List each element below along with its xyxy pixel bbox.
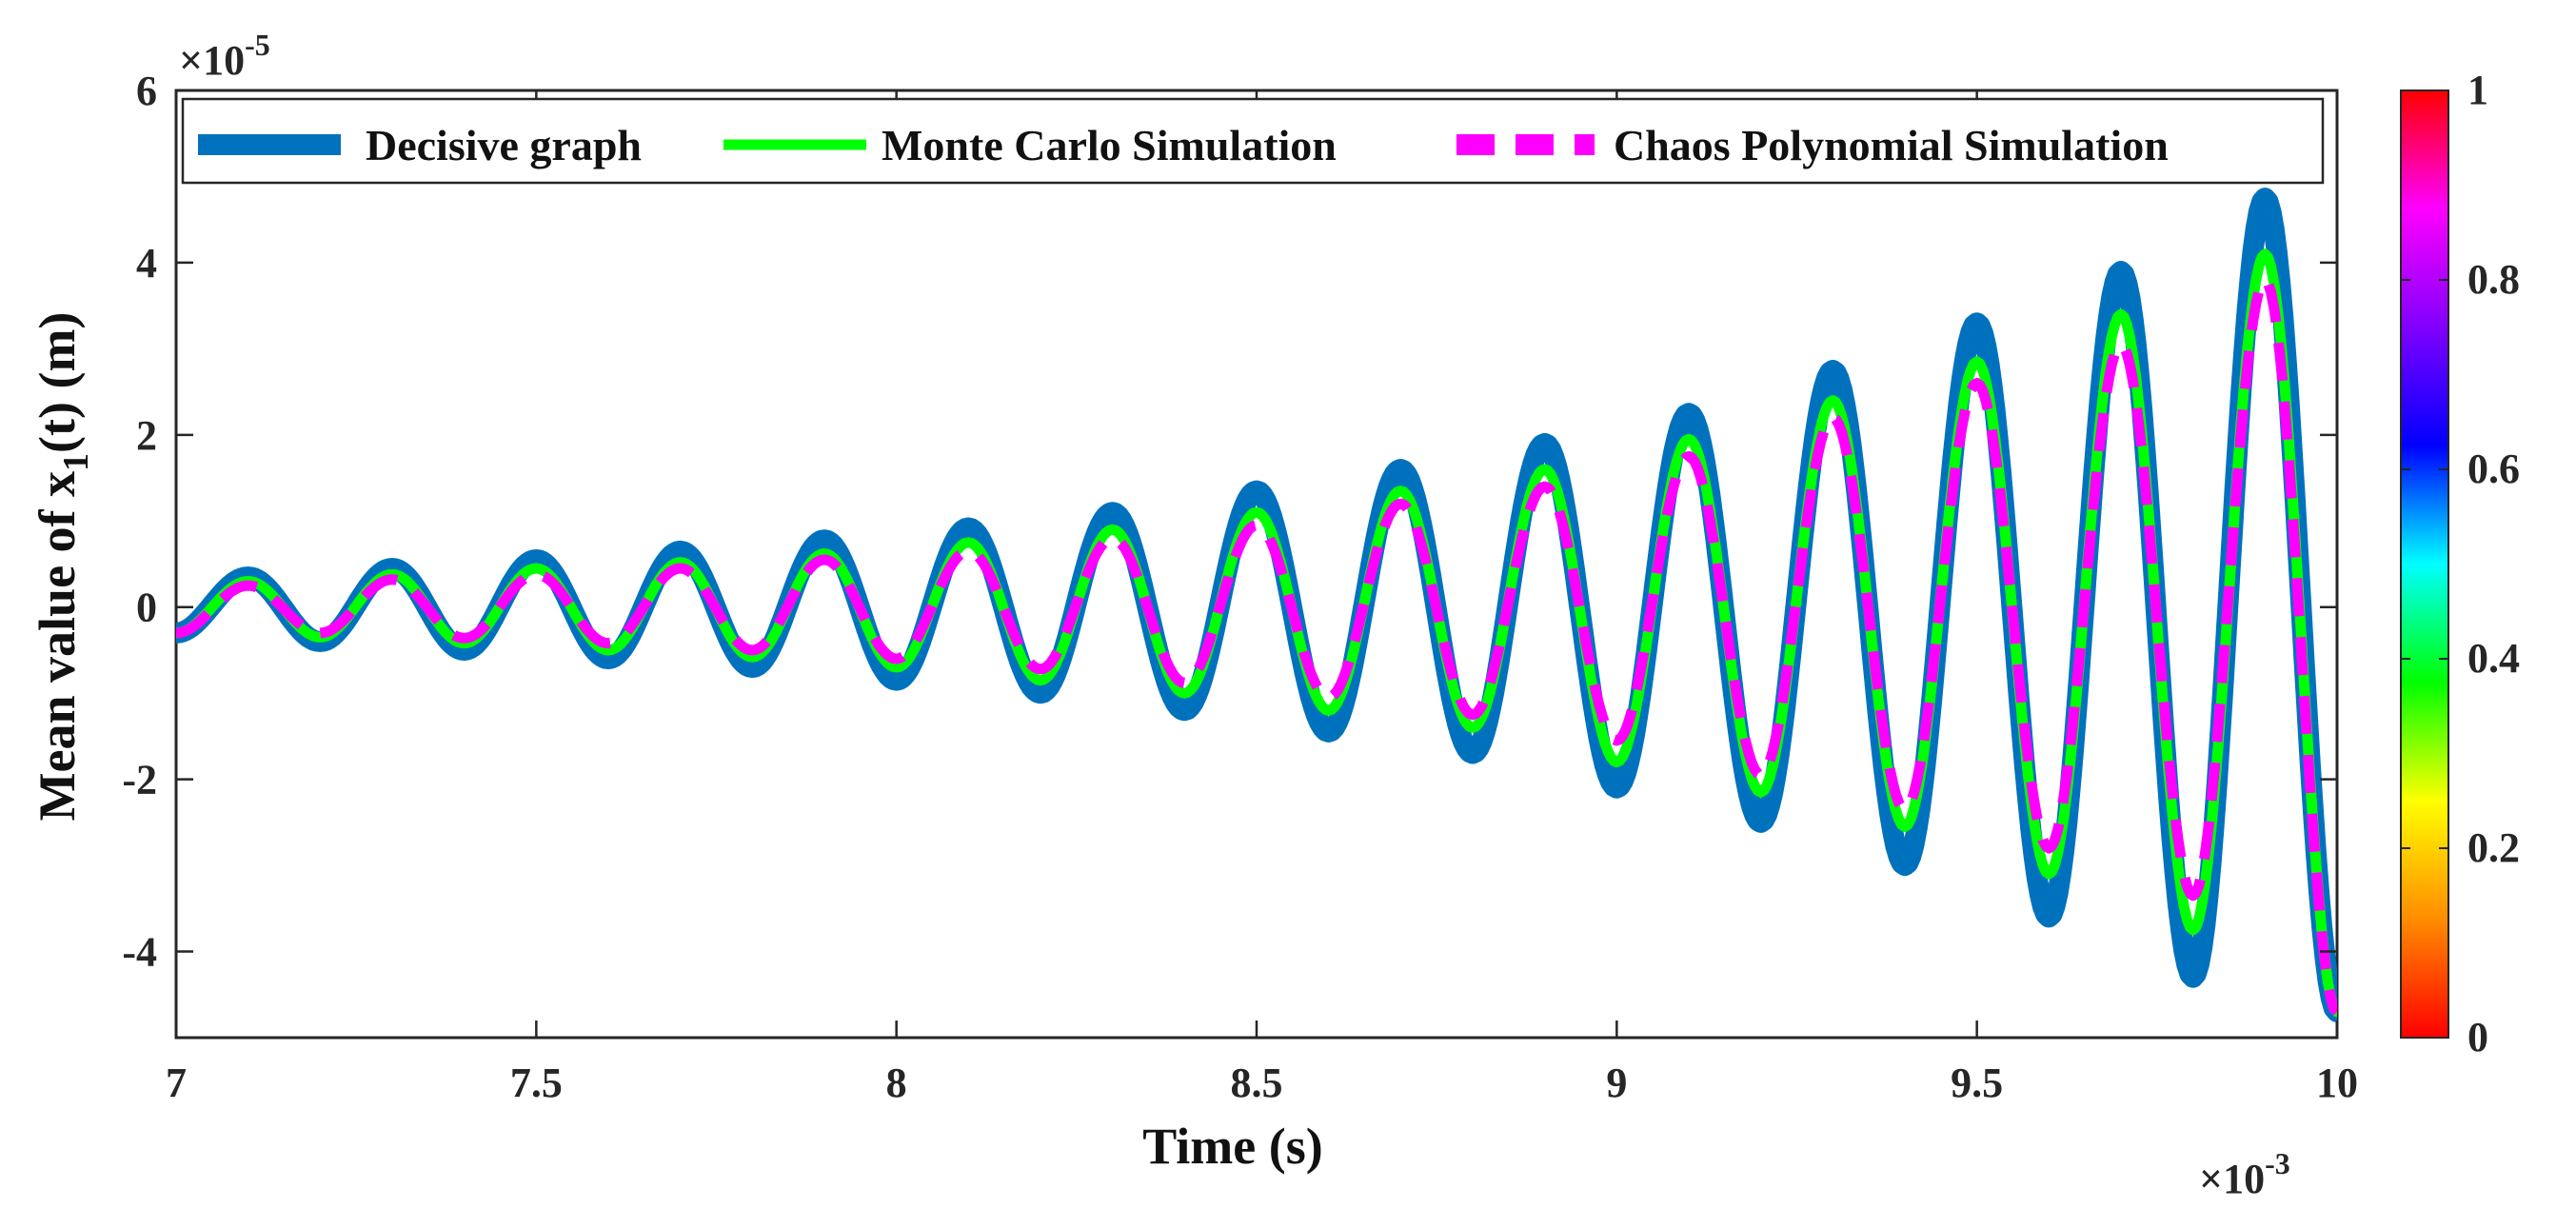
colorbar-ticks: 0 0.2 0.4 0.6 0.8 1 [2401,67,2520,1061]
x-tick-label: 8 [886,1060,907,1106]
colorbar: 0 0.2 0.4 0.6 0.8 1 [2400,67,2520,1061]
x-exponent: -3 [2265,1146,2290,1180]
y-multiplier: ×10-5 [179,28,270,84]
x-tick-label: 9 [1606,1060,1627,1106]
y-tick-label: 2 [136,412,157,459]
legend-label-decisive-graph: Decisive graph [366,121,642,169]
y-tick-label: -2 [122,757,157,803]
legend-label-monte-carlo: Monte Carlo Simulation [882,121,1337,169]
y-tick-label: 0 [136,585,157,631]
colorbar-tick-label: 0.8 [2467,256,2520,303]
colorbar-tick-label: 0 [2467,1014,2488,1061]
x-axis: 7 7.5 8 8.5 9 9.5 10 [166,90,2358,1106]
x-tick-label: 9.5 [1951,1060,2003,1106]
x-multiplier: ×10-3 [2199,1146,2290,1202]
y-axis: -4 -2 0 2 4 6 [122,68,2337,976]
colorbar-tick-label: 0.2 [2467,824,2520,871]
x-tick-label: 10 [2316,1060,2358,1106]
x-axis-label: Time (s) [1142,1118,1322,1175]
y-axis-label-subscript: 1 [56,453,96,471]
colorbar-fill [2400,89,2449,1039]
y-exponent: -5 [245,28,270,62]
legend-label-chaos-polynomial: Chaos Polynomial Simulation [1614,121,2169,169]
legend: Decisive graph Monte Carlo Simulation Ch… [181,97,2325,185]
y-tick-label: 6 [136,68,157,114]
x-tick-label: 7.5 [510,1060,563,1106]
x-tick-label: 8.5 [1231,1060,1283,1106]
legend-box [181,97,2325,185]
colorbar-tick-label: 1 [2467,67,2488,113]
series-line-chaos-polynomial [176,274,2337,1016]
colorbar-tick-label: 0.6 [2467,446,2520,492]
y-tick-label: 4 [136,240,157,287]
series-line-decisive-graph [176,188,2337,1022]
y-tick-label: -4 [122,929,157,976]
x-tick-label: 7 [166,1060,187,1106]
y-axis-label: Mean value of x1(t) (m) [29,312,96,822]
colorbar-tick-label: 0.4 [2467,635,2520,682]
series-line-monte-carlo [176,248,2337,1018]
